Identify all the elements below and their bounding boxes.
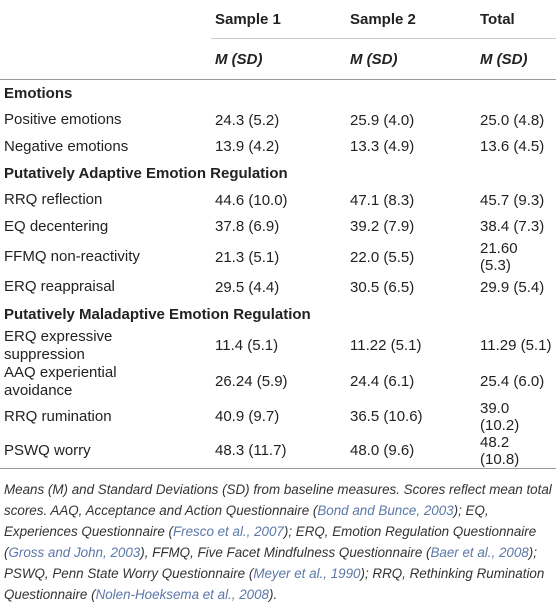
citation-link[interactable]: Gross and John, 2003: [8, 544, 141, 560]
row-label: RRQ rumination: [0, 400, 211, 434]
footnote-text: ); ERQ, Emotion Regulation Questionnaire…: [4, 523, 537, 560]
row-label-text: Positive emotions: [4, 111, 122, 129]
row-label: FFMQ non-reactivity: [0, 240, 211, 274]
value-cell: 24.4 (6.1): [350, 373, 415, 390]
value-cell: 48.2 (10.8): [480, 433, 520, 468]
row-label-text: EQ decentering: [4, 217, 109, 235]
value-cell: 45.7 (9.3): [480, 191, 545, 209]
column-subheader: M (SD): [476, 38, 556, 80]
citation-link[interactable]: Nolen-Hoeksema et al., 2008: [95, 586, 269, 602]
column-header: Total: [480, 10, 515, 28]
value-cell: 25.9 (4.0): [350, 111, 415, 129]
value-cell: 39.2 (7.9): [350, 218, 415, 236]
footnote-text: ); EQ, Experiences Questionnaire (: [4, 502, 489, 539]
data-row: Positive emotions 24.3 (5.2) 25.9 (4.0) 25.…: [0, 107, 556, 134]
data-row: Negative emotions 13.9 (4.2) 13.3 (4.9) 13.…: [0, 134, 556, 161]
citation-link[interactable]: Bond and Bunce, 2003: [317, 502, 454, 518]
value-cell: 11.29 (5.1): [480, 337, 552, 354]
value-cell: 25.0 (4.8): [480, 111, 545, 129]
value-cell: 21.3 (5.1): [215, 248, 280, 266]
value-cell: 48.3 (11.7): [215, 442, 287, 459]
value-cell: 24.3 (5.2): [215, 111, 280, 129]
value-cell: 47.1 (8.3): [350, 191, 415, 209]
row-label-text: AAQ experiential avoidance: [4, 363, 117, 399]
row-label: EQ decentering: [0, 214, 211, 241]
value-cell: 39.0 (10.2): [480, 399, 520, 434]
data-row: ERQ reappraisal 29.5 (4.4) 30.5 (6.5) 29.9 …: [0, 274, 556, 301]
row-label-text: Negative emotions: [4, 137, 129, 155]
data-row: AAQ experiential avoidance 26.24 (5.9) 24.…: [0, 364, 556, 400]
header-cell: [0, 39, 211, 80]
subheader-row: M (SD) M (SD) M (SD): [0, 38, 556, 80]
row-label: Positive emotions: [0, 107, 211, 134]
data-row: EQ decentering 37.8 (6.9) 39.2 (7.9) 38.4 (…: [0, 214, 556, 241]
value-cell: 11.4 (5.1): [215, 337, 279, 354]
citation-link[interactable]: Meyer et al., 1990: [253, 565, 361, 581]
value-cell: 13.3 (4.9): [350, 138, 415, 156]
data-row: RRQ reflection 44.6 (10.0) 47.1 (8.3) 45.7 …: [0, 187, 556, 214]
section-title: Putatively Maladaptive Emotion Regulatio…: [4, 305, 311, 323]
citation-link[interactable]: Baer et al., 2008: [430, 544, 529, 560]
value-cell: 13.6 (4.5): [480, 138, 545, 156]
value-cell: 29.5 (4.4): [215, 278, 280, 296]
row-label-text: RRQ reflection: [4, 191, 103, 209]
section-row: Emotions: [0, 80, 556, 108]
value-cell: 26.24 (5.9): [215, 373, 288, 390]
data-row: RRQ rumination 40.9 (9.7) 36.5 (10.6) 39.0 …: [0, 400, 556, 434]
column-subheader: M (SD): [346, 38, 476, 80]
value-cell: 29.9 (5.4): [480, 278, 545, 296]
value-cell: 22.0 (5.5): [350, 248, 415, 266]
row-label-text: ERQ expressive suppression: [4, 327, 113, 363]
footnote-text: ), FFMQ, Five Facet Mindfulness Question…: [140, 544, 431, 560]
value-cell: 44.6 (10.0): [215, 191, 288, 209]
column-header: Sample 1: [215, 10, 281, 28]
citation-link[interactable]: Fresco et al., 2007: [172, 523, 284, 539]
data-row: PSWQ worry 48.3 (11.7) 48.0 (9.6) 48.2 (10.…: [0, 433, 556, 469]
value-cell: 13.9 (4.2): [215, 138, 280, 156]
footnote-text: ); PSWQ, Penn State Worry Questionnaire …: [4, 544, 537, 581]
row-label-text: ERQ reappraisal: [4, 278, 115, 296]
column-subheader: M (SD): [211, 38, 346, 80]
footnote-text: ).: [269, 586, 278, 602]
value-cell: 37.8 (6.9): [215, 218, 280, 236]
footnote: Means (M) and Standard Deviations (SD) f…: [0, 469, 556, 605]
row-label: ERQ reappraisal: [0, 274, 211, 301]
value-cell: 25.4 (6.0): [480, 373, 545, 390]
value-cell: 11.22 (5.1): [350, 337, 422, 354]
row-label: AAQ experiential avoidance: [0, 364, 211, 400]
header-cell: [0, 0, 211, 39]
row-label-text: PSWQ worry: [4, 441, 91, 459]
row-label: ERQ expressive suppression: [0, 328, 211, 364]
value-cell: 48.0 (9.6): [350, 442, 415, 459]
value-cell: 30.5 (6.5): [350, 278, 415, 296]
value-cell: 36.5 (10.6): [350, 408, 423, 425]
column-header: Sample 2: [350, 10, 416, 28]
data-row: FFMQ non-reactivity 21.3 (5.1) 22.0 (5.5) 2…: [0, 240, 556, 274]
section-row: Putatively Adaptive Emotion Regulation: [0, 160, 556, 187]
footnote-text: Means (M) and Standard Deviations (SD) f…: [4, 481, 552, 518]
footnote-text: ); RRQ, Rethinking Rumination Questionna…: [4, 565, 545, 602]
row-label-text: RRQ rumination: [4, 407, 112, 425]
section-row: Putatively Maladaptive Emotion Regulatio…: [0, 301, 556, 328]
value-cell: 38.4 (7.3): [480, 218, 545, 236]
row-label: RRQ reflection: [0, 187, 211, 214]
table: Sample 1 Sample 2 Total M (SD) M (SD) M (SD) …: [0, 0, 556, 469]
section-title: Emotions: [4, 85, 73, 102]
header-row: Sample 1 Sample 2 Total: [0, 0, 556, 39]
value-cell: 40.9 (9.7): [215, 408, 280, 425]
section-title: Putatively Adaptive Emotion Regulation: [4, 165, 288, 182]
row-label-text: FFMQ non-reactivity: [4, 248, 140, 265]
value-cell: 21.60 (5.3): [480, 240, 518, 274]
data-row: ERQ expressive suppression 11.4 (5.1) 11.2…: [0, 328, 556, 364]
row-label: PSWQ worry: [0, 434, 211, 469]
row-label: Negative emotions: [0, 134, 211, 161]
